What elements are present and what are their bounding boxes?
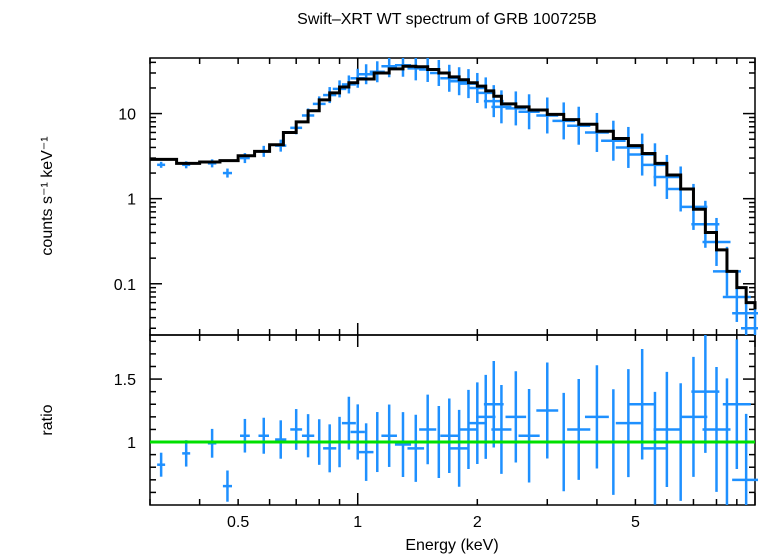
y-tick-label: 1.5 — [114, 372, 136, 389]
x-axis-label: Energy (keV) — [405, 537, 498, 554]
spectrum-y-axis-label: counts s⁻¹ keV⁻¹ — [39, 136, 56, 255]
y-tick-label: 1 — [127, 435, 136, 452]
x-tick-label: 0.5 — [227, 514, 249, 531]
axis-ticks — [149, 58, 756, 505]
tick-labels: 0.5 1 2 5 0.1 1 10 1 1.5 — [114, 107, 640, 531]
spectrum-data-points — [157, 58, 758, 335]
spectrum-panel-frame — [149, 57, 756, 336]
x-tick-label: 1 — [353, 514, 362, 531]
x-tick-label: 2 — [473, 514, 482, 531]
chart-title: Swift–XRT WT spectrum of GRB 100725B — [297, 11, 597, 28]
y-tick-label: 1 — [127, 192, 136, 209]
y-tick-label: 10 — [118, 107, 136, 124]
ratio-data-points — [157, 335, 758, 505]
ratio-panel-frame — [149, 334, 756, 506]
y-tick-label: 0.1 — [114, 277, 136, 294]
x-tick-label: 5 — [631, 514, 640, 531]
spectrum-model-curve — [150, 64, 757, 310]
ratio-y-axis-label: ratio — [39, 404, 56, 435]
